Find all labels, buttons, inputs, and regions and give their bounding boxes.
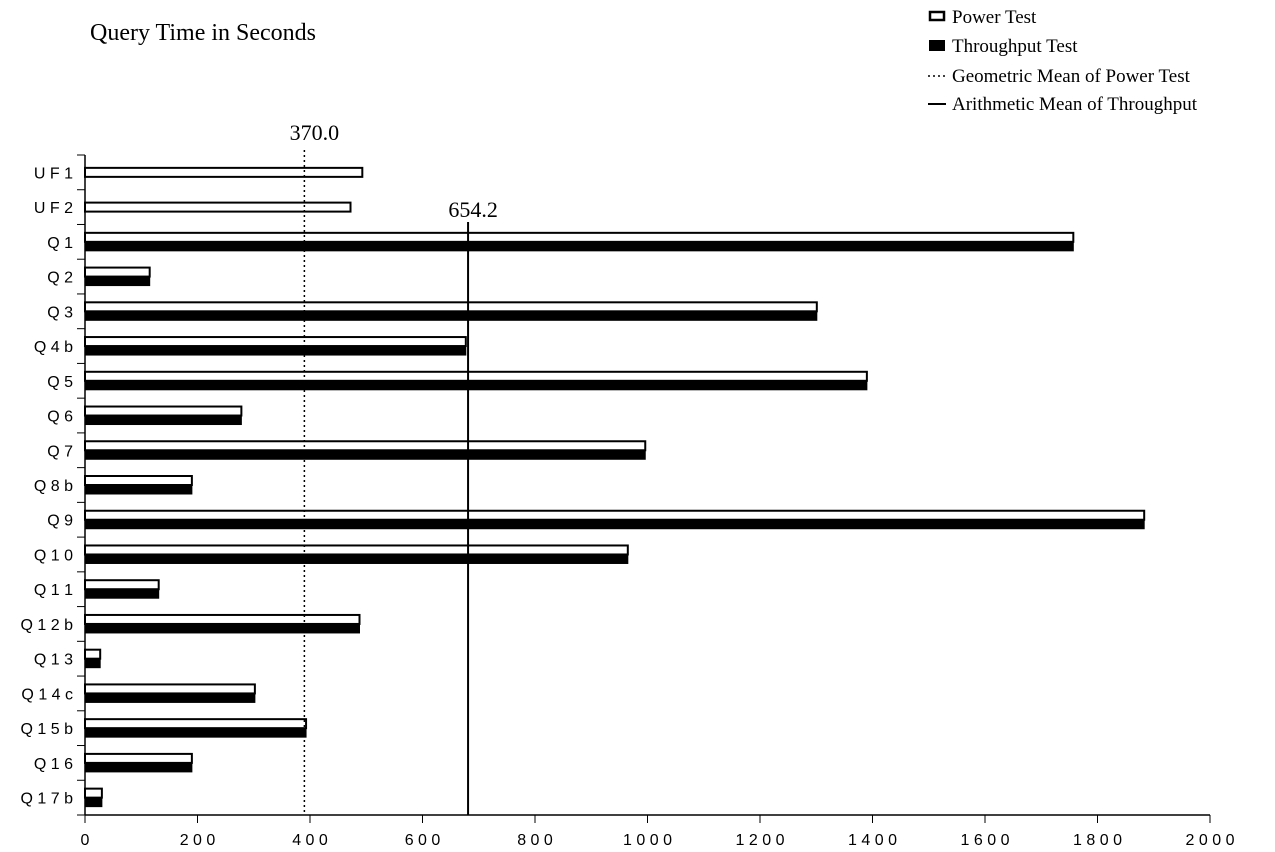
power-test-bar	[84, 201, 352, 213]
throughput-test-bar	[84, 241, 1074, 252]
category-label: Q 1 1	[34, 582, 73, 599]
x-tick-label: 1 6 0 0	[961, 832, 1010, 849]
x-tick-label: 8 0 0	[517, 832, 553, 849]
power-test-bar	[84, 475, 193, 486]
throughput-test-bar	[84, 623, 360, 634]
category-label: U F 2	[34, 200, 73, 217]
power-test-bar	[84, 579, 160, 591]
category-label: Q 1 3	[34, 652, 73, 669]
chart-title: Query Time in Seconds	[90, 20, 316, 46]
throughput-test-bar	[84, 762, 193, 773]
power-test-bar	[84, 266, 151, 278]
category-label: Q 5	[47, 374, 73, 391]
category-label: Q 2	[47, 270, 73, 287]
x-tick-label: 2 0 0 0	[1186, 832, 1235, 849]
legend-swatch	[928, 10, 946, 22]
x-tick-label: 1 2 0 0	[736, 832, 785, 849]
throughput-test-bar	[84, 658, 101, 669]
throughput-test-bar	[84, 484, 193, 495]
category-label: Q 8 b	[34, 478, 73, 495]
legend-label: Geometric Mean of Power Test	[952, 66, 1191, 87]
category-label: Q 7	[47, 443, 73, 460]
legend-label: Arithmetic Mean of Throughput	[952, 94, 1198, 115]
category-label: Q 1 5 b	[21, 721, 74, 738]
power-test-bar	[84, 787, 103, 799]
power-test-bar	[84, 405, 243, 417]
power-test-bar	[84, 648, 102, 660]
power-test-bar	[84, 613, 361, 625]
power-test-bar	[84, 509, 1146, 521]
power-test-bar	[84, 544, 629, 556]
category-label: Q 1	[47, 235, 73, 252]
category-label: Q 1 2 b	[21, 617, 74, 634]
category-label: Q 9	[47, 513, 73, 530]
category-label: Q 6	[47, 409, 73, 426]
throughput-test-bar	[84, 727, 307, 738]
power-test-bar	[84, 370, 868, 382]
category-label: Q 1 7 b	[21, 791, 74, 808]
legend-throughput-test: Throughput Test	[929, 36, 1078, 57]
throughput-test-bar	[84, 692, 256, 703]
category-label: Q 1 6	[34, 756, 73, 773]
throughput-test-bar	[84, 553, 629, 564]
power-test-bar	[84, 336, 467, 348]
throughput-test-bar	[84, 519, 1145, 530]
x-tick-label: 1 8 0 0	[1073, 832, 1122, 849]
x-tick-label: 2 0 0	[180, 832, 216, 849]
throughput-test-bar	[84, 345, 467, 356]
category-label: Q 4 b	[34, 339, 73, 356]
x-tick-label: 4 0 0	[292, 832, 328, 849]
legend: Power Test Throughput Test Geometric Mean …	[928, 7, 1198, 115]
throughput-test-bar	[84, 797, 103, 808]
legend-label: Power Test	[952, 7, 1037, 28]
power-test-bar	[84, 440, 647, 452]
throughput-test-bar	[84, 449, 646, 460]
power-test-bar	[84, 718, 308, 730]
power-test-bar	[84, 166, 364, 178]
legend-arithmetic-mean: Arithmetic Mean of Throughput	[928, 94, 1198, 115]
power-test-bar	[84, 231, 1075, 243]
throughput-test-bar	[84, 310, 818, 321]
x-tick-label: 0	[81, 832, 90, 849]
throughput-test-bar	[84, 415, 242, 426]
power-test-bar	[84, 683, 256, 695]
x-tick-label: 6 0 0	[405, 832, 441, 849]
category-label: Q 3	[47, 304, 73, 321]
x-tick-label: 1 0 0 0	[623, 832, 672, 849]
category-label: Q 1 4 c	[21, 686, 73, 703]
legend-power-test: Power Test	[928, 7, 1037, 28]
legend-swatch	[929, 40, 945, 51]
category-label: Q 1 0	[34, 547, 73, 564]
throughput-test-bar	[84, 588, 160, 599]
legend-geometric-mean: Geometric Mean of Power Test	[928, 66, 1191, 87]
geometric-mean-label: 370.0	[290, 120, 340, 145]
arithmetic-mean-label: 654.2	[448, 197, 498, 222]
category-label: U F 1	[34, 165, 73, 182]
throughput-test-bar	[84, 276, 151, 287]
power-test-bar	[84, 752, 193, 764]
legend-label: Throughput Test	[952, 36, 1078, 57]
plot-area: 0 2 0 0 4 0 0 6 0 0 8 0 0 1 0 0 0 1 2 0 0 1 4 0…	[21, 120, 1235, 849]
throughput-test-bar	[84, 380, 868, 391]
x-tick-label: 1 4 0 0	[848, 832, 897, 849]
power-test-bar	[84, 301, 818, 313]
